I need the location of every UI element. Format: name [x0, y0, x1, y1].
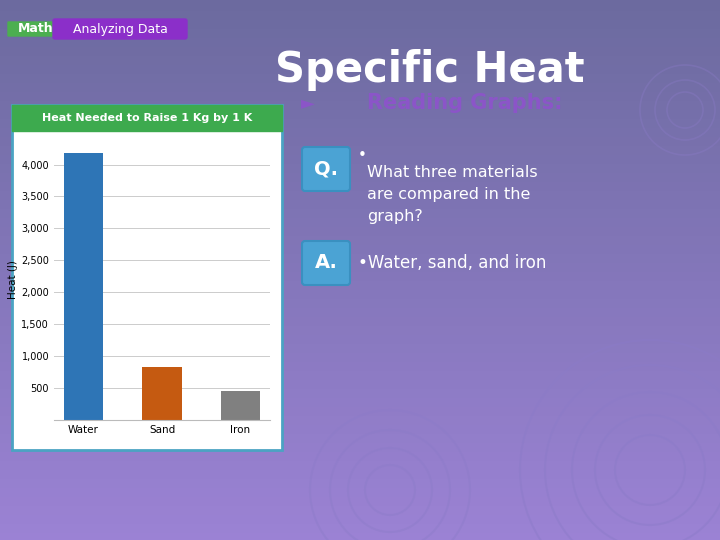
Bar	[12, 105, 282, 450]
Bar	[0, 404, 720, 414]
Bar	[64, 153, 103, 420]
Bar	[0, 503, 720, 513]
Bar	[0, 323, 720, 333]
Bar	[0, 251, 720, 261]
Bar	[0, 449, 720, 459]
Bar	[0, 35, 720, 45]
FancyBboxPatch shape	[302, 241, 350, 285]
Bar	[0, 467, 720, 477]
Bar	[0, 458, 720, 468]
Bar	[0, 287, 720, 297]
Bar	[0, 494, 720, 504]
Bar	[0, 431, 720, 441]
Bar	[143, 367, 181, 420]
Bar	[0, 62, 720, 72]
Bar	[0, 296, 720, 306]
Bar	[0, 413, 720, 423]
Bar	[221, 392, 260, 420]
Bar	[0, 305, 720, 315]
Bar	[0, 44, 720, 54]
Bar	[0, 8, 720, 18]
Text: Analyzing Data: Analyzing Data	[73, 23, 168, 36]
Bar	[0, 233, 720, 243]
Bar	[0, 80, 720, 90]
Bar	[0, 485, 720, 495]
Text: ►: ►	[301, 94, 315, 112]
Bar	[0, 116, 720, 126]
Bar	[0, 206, 720, 216]
Text: Reading Graphs:: Reading Graphs:	[367, 93, 563, 113]
Bar	[0, 188, 720, 198]
Bar	[0, 278, 720, 288]
Bar	[0, 26, 720, 36]
Bar	[0, 107, 720, 117]
Bar	[0, 242, 720, 252]
Bar	[0, 125, 720, 135]
Bar	[0, 161, 720, 171]
Bar	[0, 0, 720, 9]
Bar	[0, 197, 720, 207]
Text: What three materials
are compared in the
graph?: What three materials are compared in the…	[367, 165, 538, 225]
Text: A.: A.	[315, 253, 338, 273]
Text: •: •	[358, 147, 367, 163]
Bar	[0, 476, 720, 486]
Text: Q.: Q.	[314, 159, 338, 179]
Bar	[0, 359, 720, 369]
Bar	[0, 179, 720, 189]
Bar	[0, 341, 720, 351]
Bar	[0, 134, 720, 144]
Bar	[0, 368, 720, 378]
Text: Heat Needed to Raise 1 Kg by 1 K: Heat Needed to Raise 1 Kg by 1 K	[42, 113, 252, 123]
Bar	[0, 143, 720, 153]
Bar	[0, 98, 720, 108]
Bar	[0, 260, 720, 270]
Bar	[0, 152, 720, 162]
Bar	[0, 215, 720, 225]
FancyBboxPatch shape	[53, 19, 187, 39]
Bar	[0, 224, 720, 234]
Text: Math: Math	[18, 23, 54, 36]
Bar	[0, 395, 720, 405]
Text: •Water, sand, and iron: •Water, sand, and iron	[358, 254, 546, 272]
Polygon shape	[8, 22, 68, 36]
Text: Specific Heat: Specific Heat	[275, 49, 585, 91]
Bar	[0, 332, 720, 342]
Y-axis label: Heat (J): Heat (J)	[9, 260, 19, 299]
Bar	[0, 521, 720, 531]
Bar	[0, 53, 720, 63]
FancyBboxPatch shape	[302, 147, 350, 191]
Bar	[0, 440, 720, 450]
Bar	[0, 314, 720, 324]
Bar	[0, 269, 720, 279]
Bar	[0, 512, 720, 522]
Bar	[0, 170, 720, 180]
Bar	[0, 17, 720, 27]
Bar	[0, 350, 720, 360]
Bar	[12, 105, 282, 131]
Bar	[0, 386, 720, 396]
Bar	[0, 377, 720, 387]
Bar	[0, 422, 720, 432]
Bar	[0, 71, 720, 81]
Bar	[0, 89, 720, 99]
Bar	[0, 530, 720, 540]
